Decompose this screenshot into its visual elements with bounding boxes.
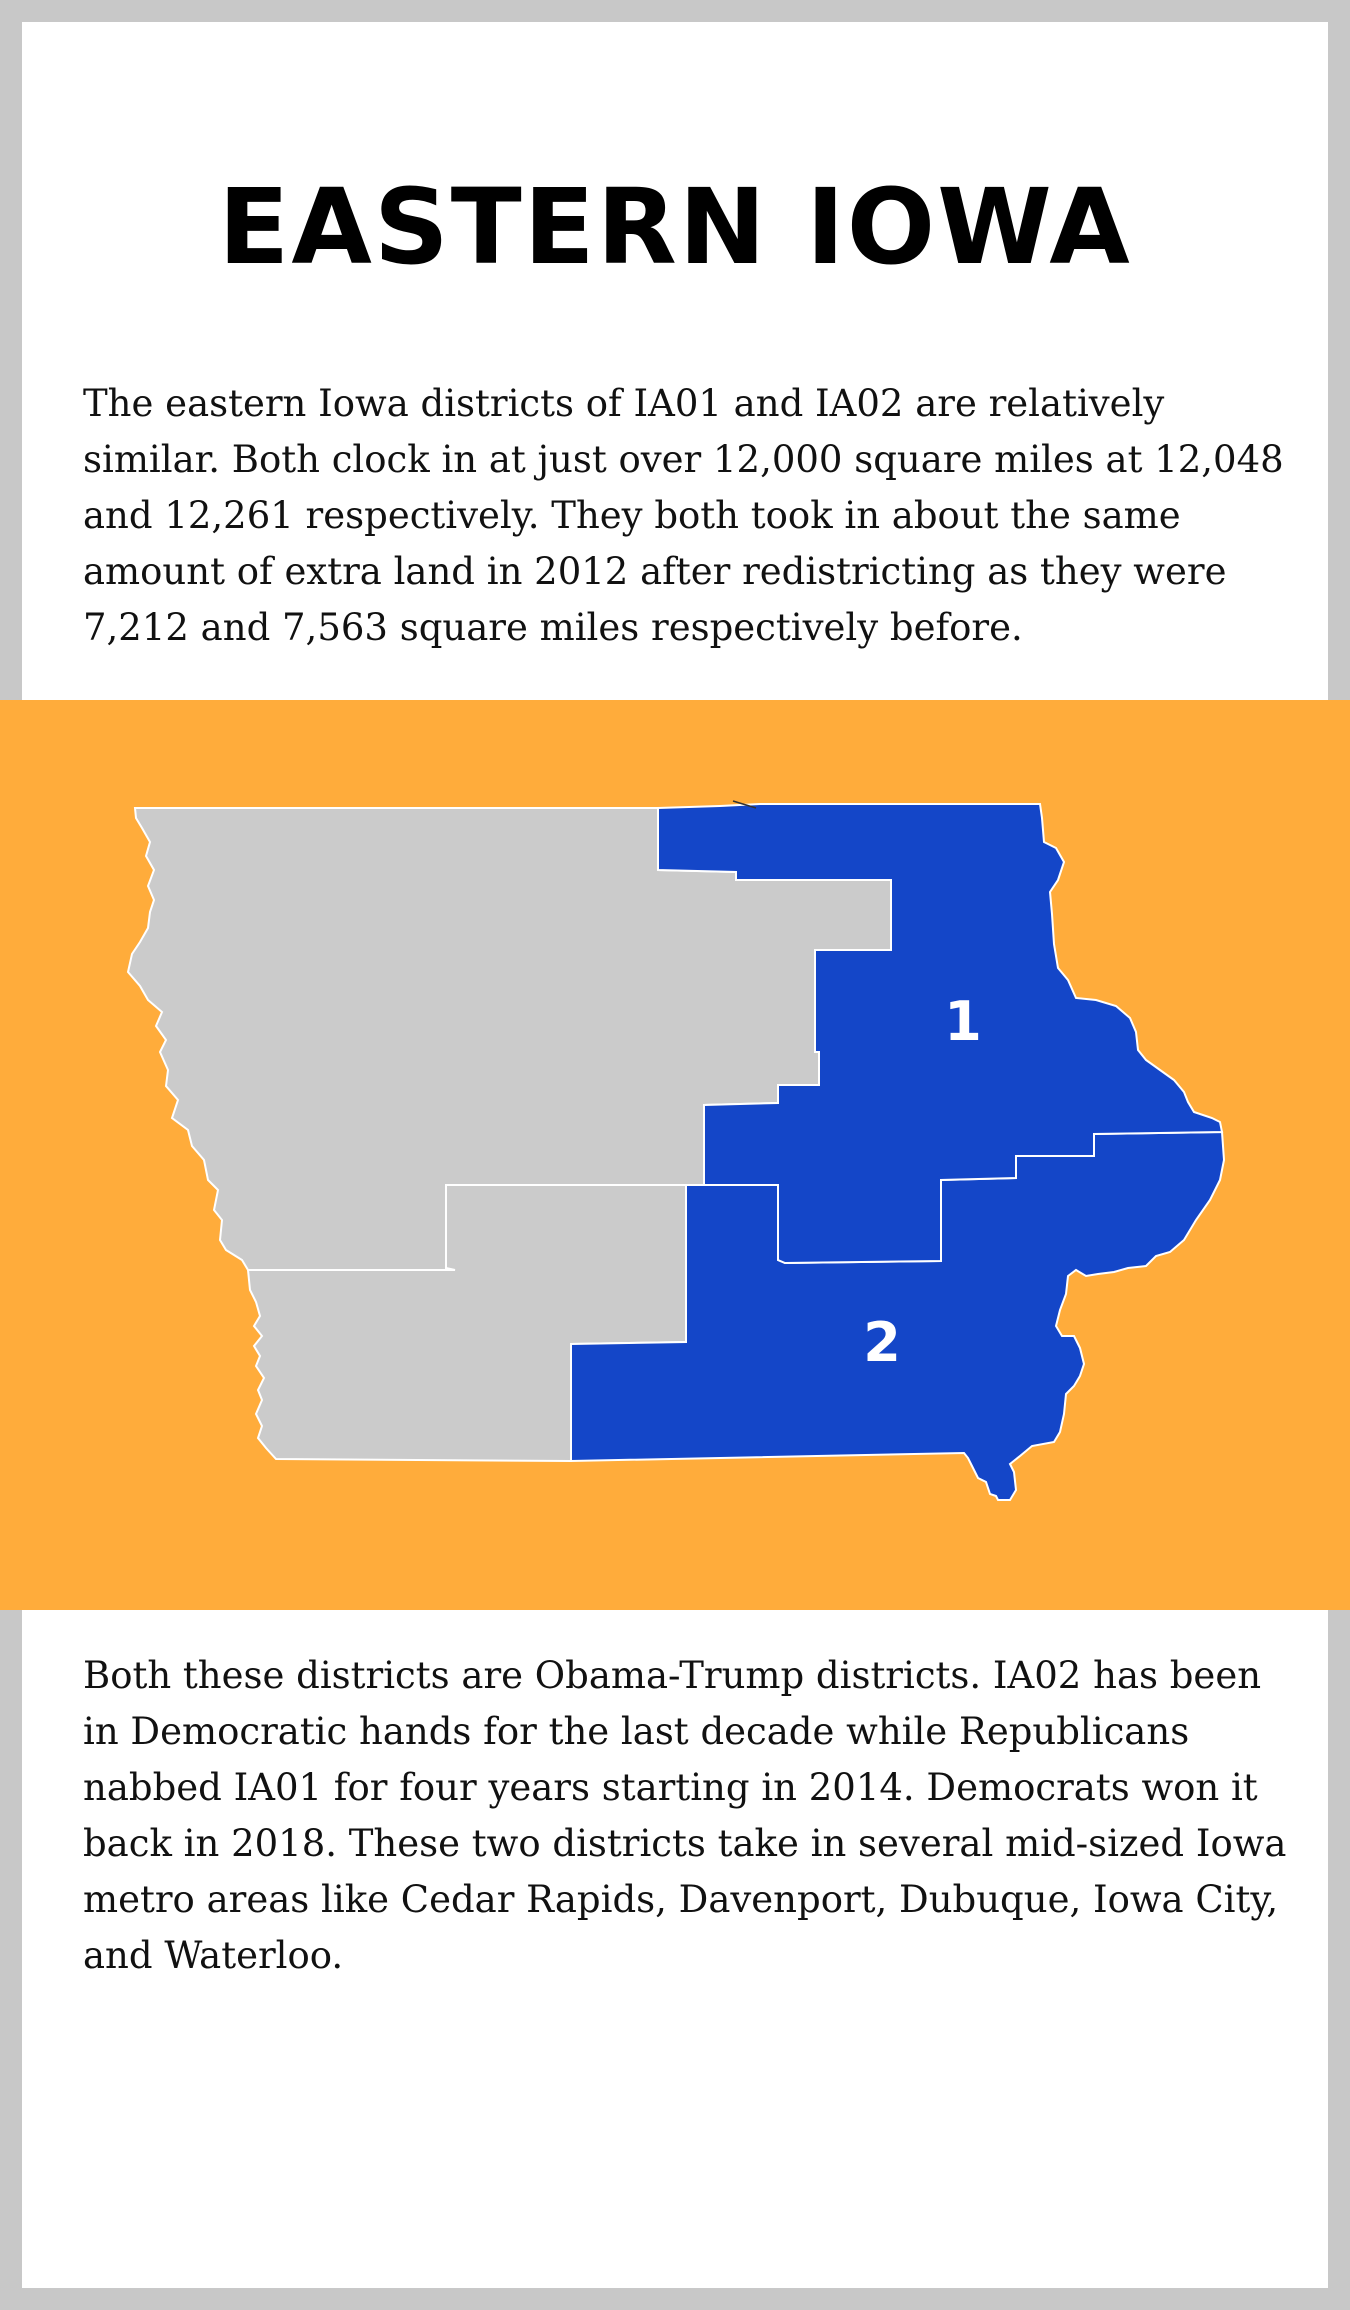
page-title: EASTERN IOWA [218,166,1132,288]
district-2-label: 2 [863,1311,901,1374]
intro-paragraph: The eastern Iowa districts of IA01 and I… [83,382,1284,649]
border-tick [732,800,757,809]
iowa-district-map: 1 2 [126,800,1226,1501]
district-1 [657,803,1224,1265]
body-paragraph: Both these districts are Obama-Trump dis… [83,1654,1287,1977]
district-1-label: 1 [944,990,982,1053]
map-panel: 1 2 [0,700,1350,1610]
